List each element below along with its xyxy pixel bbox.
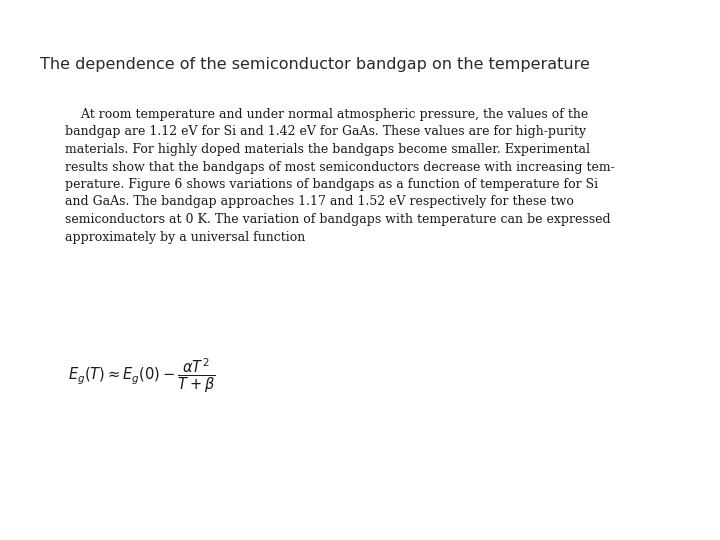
Text: $E_g(T) \approx E_g(0) - \dfrac{\alpha T^2}{T + \beta}$: $E_g(T) \approx E_g(0) - \dfrac{\alpha T… <box>68 356 216 395</box>
Text: At room temperature and under normal atmospheric pressure, the values of the
ban: At room temperature and under normal atm… <box>65 108 615 244</box>
Text: The dependence of the semiconductor bandgap on the temperature: The dependence of the semiconductor band… <box>40 57 590 72</box>
